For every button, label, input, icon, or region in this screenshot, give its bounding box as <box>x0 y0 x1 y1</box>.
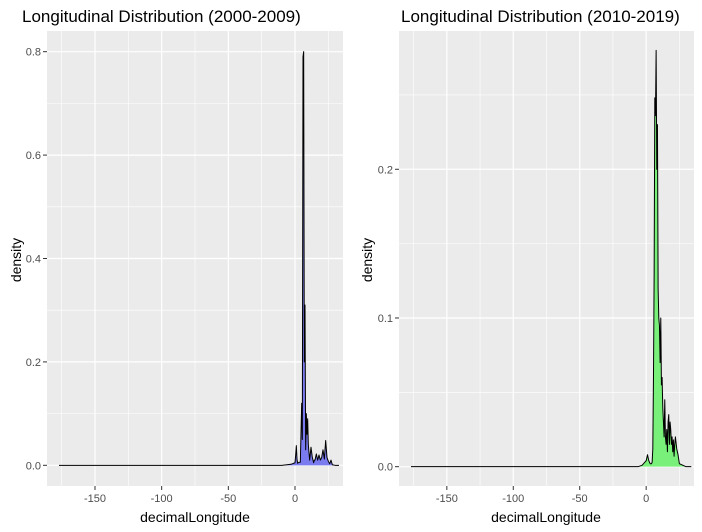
x-tick-label: -50 <box>220 493 236 505</box>
x-tick-label: -100 <box>502 493 524 505</box>
y-tick-label: 0.4 <box>26 254 41 266</box>
chart-title: Longitudinal Distribution (2000-2009) <box>22 7 301 26</box>
y-axis-title: density <box>359 238 375 282</box>
density-line <box>59 51 339 466</box>
y-tick-label: 0.8 <box>26 47 41 59</box>
x-tick-label: 0 <box>292 493 298 505</box>
x-tick-label: -150 <box>436 493 458 505</box>
y-axis-title: density <box>8 238 24 282</box>
x-tick-label: -150 <box>84 493 106 505</box>
x-tick-label: -50 <box>572 493 588 505</box>
x-axis-title: decimalLongitude <box>491 509 601 525</box>
chart-panel-2010-2019: Longitudinal Distribution (2010-2019) de… <box>359 7 694 525</box>
y-tick-label: 0.2 <box>26 357 41 369</box>
y-tick-label: 0.2 <box>378 164 393 176</box>
x-tick-label: 0 <box>643 493 649 505</box>
y-tick-label: 0.0 <box>26 460 41 472</box>
x-tick-label: -100 <box>151 493 173 505</box>
chart-title: Longitudinal Distribution (2010-2019) <box>401 7 680 26</box>
y-tick-label: 0.0 <box>378 462 393 474</box>
chart-panel-2000-2009: Longitudinal Distribution (2000-2009) de… <box>8 7 343 525</box>
x-axis-title: decimalLongitude <box>140 509 250 525</box>
y-tick-label: 0.6 <box>26 150 41 162</box>
y-tick-label: 0.1 <box>378 313 393 325</box>
density-line <box>410 49 692 468</box>
